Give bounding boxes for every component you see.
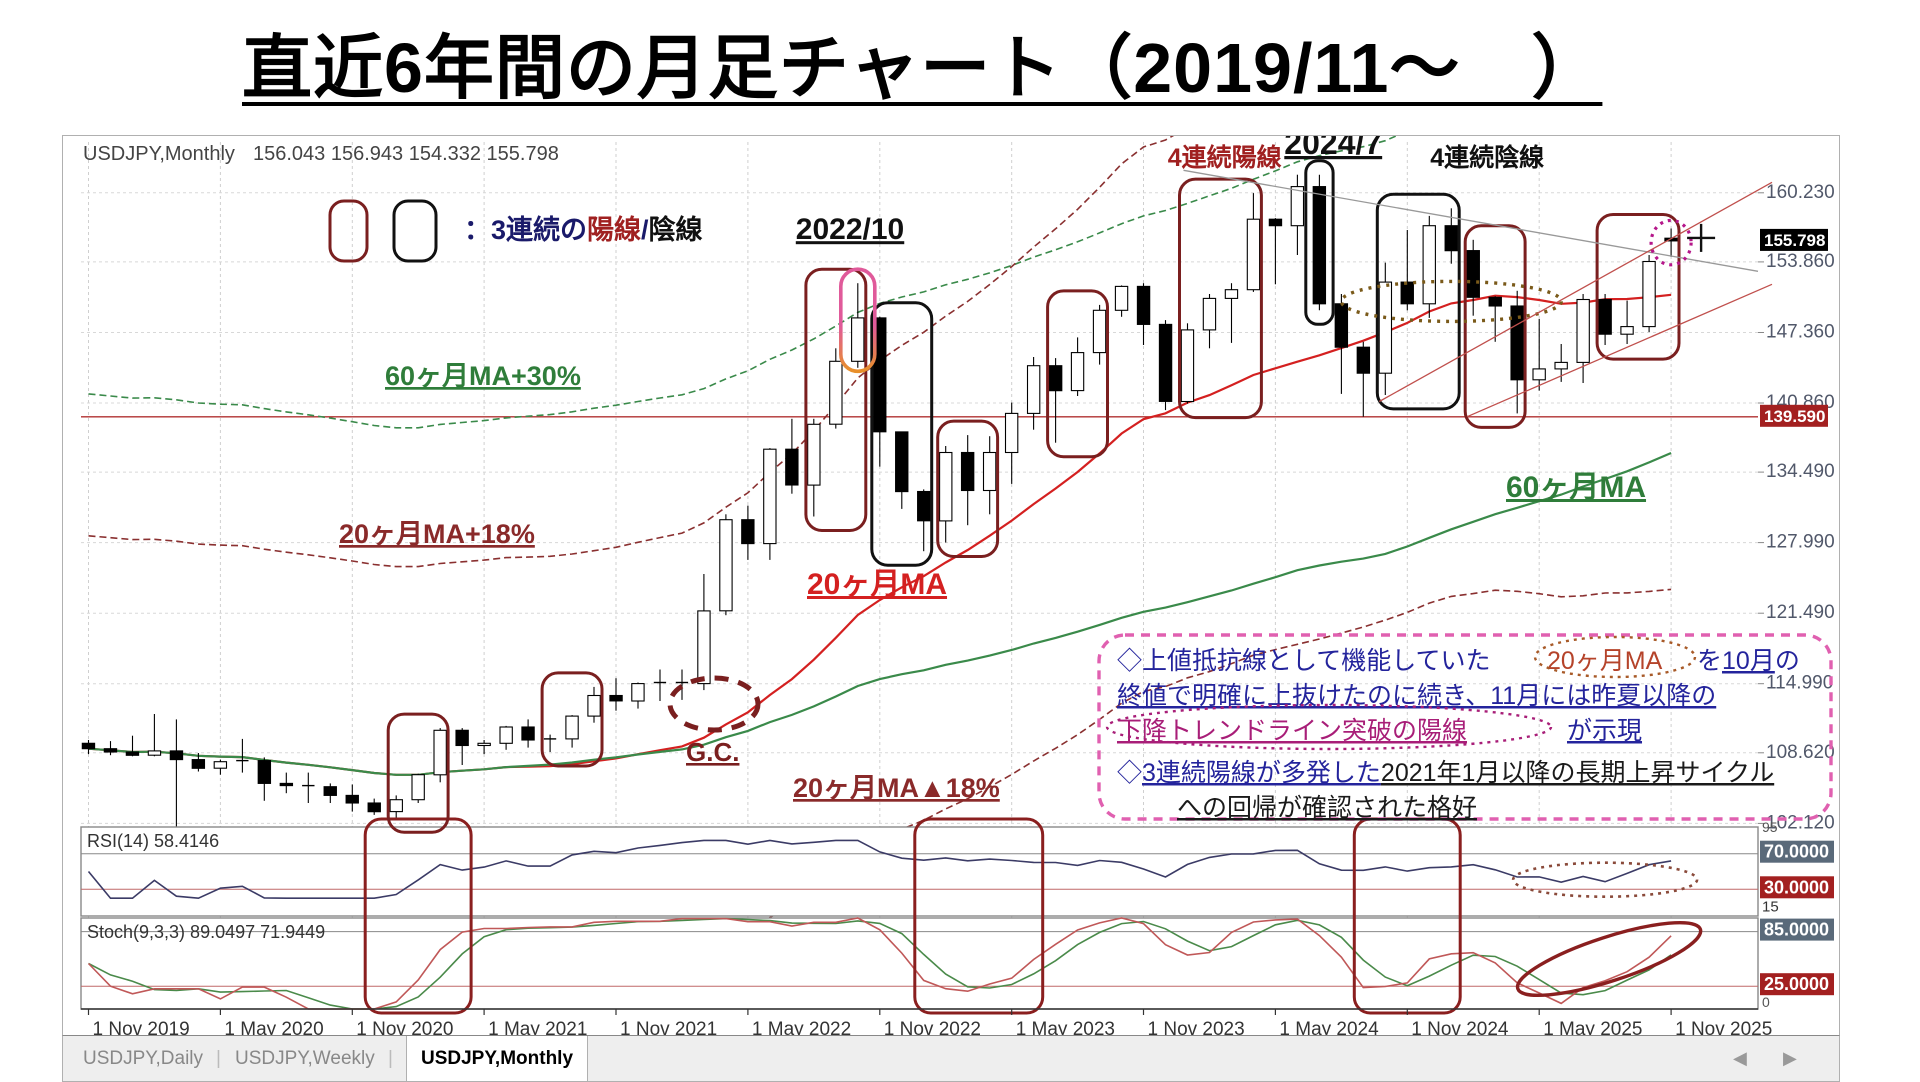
svg-text:85.0000: 85.0000 (1764, 920, 1829, 940)
svg-text:G.C.: G.C. (686, 737, 739, 767)
svg-text:が示現: が示現 (1567, 717, 1642, 745)
svg-text:◇3連続陽線が多発した2021年1月以降の長期上昇サイクル: ◇3連続陽線が多発した2021年1月以降の長期上昇サイクル (1117, 759, 1774, 787)
svg-text:160.230: 160.230 (1766, 182, 1835, 203)
svg-text:1 May 2023: 1 May 2023 (1016, 1019, 1115, 1036)
svg-text:を10月の: を10月の (1697, 647, 1800, 675)
svg-text:70.0000: 70.0000 (1764, 842, 1829, 862)
svg-text:60ヶ月MA: 60ヶ月MA (1506, 471, 1646, 504)
svg-text:121.490: 121.490 (1766, 602, 1835, 623)
svg-text:4連続陽線: 4連続陽線 (1168, 143, 1282, 172)
svg-text:への回帰が確認された格好: への回帰が確認された格好 (1177, 794, 1477, 822)
svg-text:Stoch(9,3,3) 89.0497 71.9449: Stoch(9,3,3) 89.0497 71.9449 (87, 922, 325, 942)
svg-text:0: 0 (1762, 994, 1770, 1010)
svg-text:1 Nov 2021: 1 Nov 2021 (620, 1019, 717, 1036)
svg-text:20ヶ月MA+18%: 20ヶ月MA+18% (339, 519, 535, 549)
svg-text:USDJPY,Monthly: USDJPY,Monthly (83, 143, 235, 165)
svg-text:◇上値抵抗線として機能していた: ◇上値抵抗線として機能していた (1117, 647, 1491, 675)
svg-text:1 May 2025: 1 May 2025 (1543, 1019, 1642, 1036)
svg-text:20ヶ月MA: 20ヶ月MA (1547, 647, 1663, 675)
svg-text:1 May 2022: 1 May 2022 (752, 1019, 851, 1036)
svg-text:1 Nov 2023: 1 Nov 2023 (1148, 1019, 1245, 1036)
svg-text:156.043 156.943 154.332 155: 156.043 156.943 154.332 155.798 (253, 143, 559, 165)
svg-text:1 Nov 2019: 1 Nov 2019 (93, 1019, 190, 1036)
svg-text:127.990: 127.990 (1766, 532, 1835, 553)
svg-text:147.360: 147.360 (1766, 322, 1835, 343)
svg-text:95: 95 (1762, 819, 1778, 835)
svg-text:25.0000: 25.0000 (1764, 974, 1829, 994)
svg-text:134.490: 134.490 (1766, 461, 1835, 482)
svg-text:：3連続の陽線/陰線: ：3連続の陽線/陰線 (464, 214, 703, 245)
svg-text:1 May 2020: 1 May 2020 (224, 1019, 323, 1036)
svg-text:20ヶ月MA: 20ヶ月MA (807, 568, 947, 601)
svg-text:1 Nov 2025: 1 Nov 2025 (1675, 1019, 1772, 1036)
svg-text:60ヶ月MA+30%: 60ヶ月MA+30% (385, 361, 581, 391)
svg-text:1 May 2021: 1 May 2021 (488, 1019, 587, 1036)
svg-text:30.0000: 30.0000 (1764, 877, 1829, 897)
svg-text:155.798: 155.798 (1764, 231, 1825, 250)
svg-text:1 May 2024: 1 May 2024 (1279, 1019, 1379, 1036)
svg-text:108.620: 108.620 (1766, 742, 1835, 763)
svg-text:20ヶ月MA▲18%: 20ヶ月MA▲18% (793, 773, 1000, 803)
svg-text:1 Nov 2020: 1 Nov 2020 (356, 1019, 453, 1036)
svg-text:15: 15 (1762, 898, 1779, 915)
svg-text:1 Nov 2022: 1 Nov 2022 (884, 1019, 981, 1036)
svg-text:139.590: 139.590 (1764, 407, 1825, 426)
svg-text:114.990: 114.990 (1766, 673, 1833, 694)
svg-text:2022/10: 2022/10 (796, 213, 904, 246)
svg-text:RSI(14) 58.4146: RSI(14) 58.4146 (87, 831, 219, 851)
svg-text:4連続陰線: 4連続陰線 (1430, 143, 1544, 172)
svg-text:1 Nov 2024: 1 Nov 2024 (1411, 1019, 1509, 1036)
svg-text:2024/7: 2024/7 (1284, 136, 1382, 161)
svg-text:終値で明確に上抜けたのに続き、11月には昨夏以降の: 終値で明確に上抜けたのに続き、11月には昨夏以降の (1117, 682, 1716, 710)
svg-text:153.860: 153.860 (1766, 251, 1835, 272)
svg-text:下降トレンドライン突破の陽線: 下降トレンドライン突破の陽線 (1117, 717, 1467, 745)
